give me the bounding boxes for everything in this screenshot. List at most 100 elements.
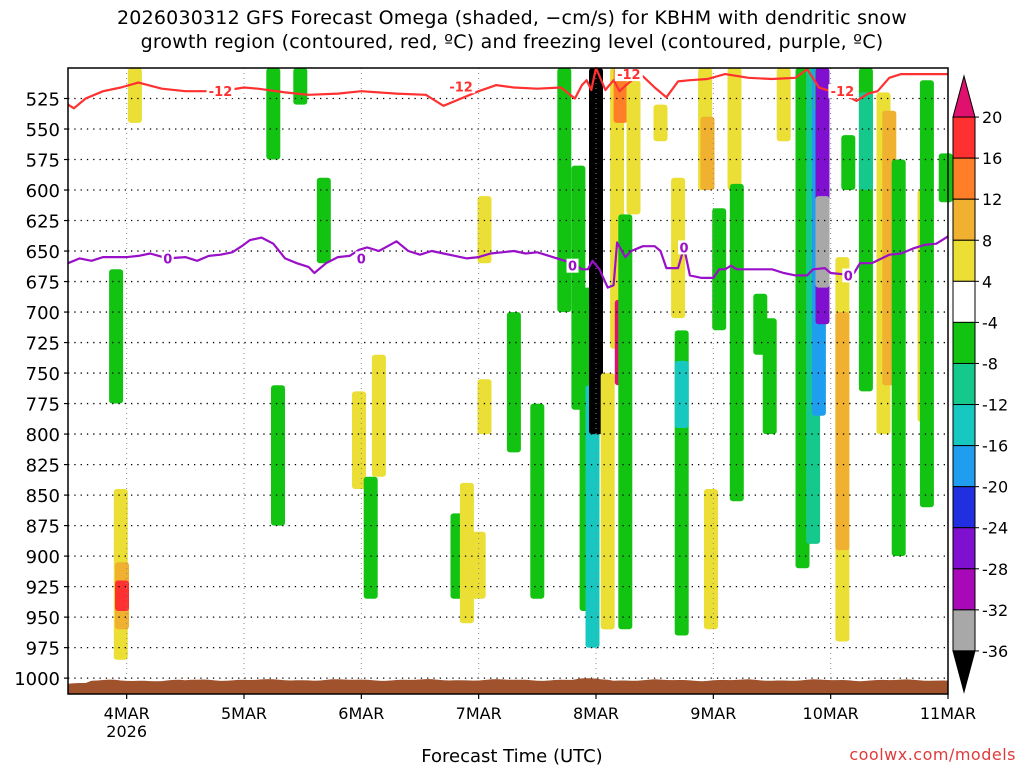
colorbar-label-3: 8 [982,231,992,250]
omega-cell-28 [618,214,633,630]
chart-title-line-1: 2026030312 GFS Forecast Omega (shaded, −… [117,7,907,29]
contour-label-7: 0 [679,241,688,256]
colorbar-label-13: -36 [982,642,1008,661]
y-tick-label-600: 600 [26,181,60,202]
contour-label-3: -12 [831,85,855,100]
surface-layer [68,678,948,694]
colorbar-swatch-10 [952,486,976,529]
colorbar-swatch-4 [952,239,976,282]
plot-frame [67,67,949,695]
omega-cell-38 [727,68,742,190]
omega-cell-59 [938,153,953,203]
colorbar-label-0: 20 [982,108,1002,127]
credit-link[interactable]: coolwx.com/models [849,745,1016,764]
omega-cell-36 [704,489,718,630]
contour-label-2: -12 [617,68,641,83]
omega-cell-33 [674,360,689,428]
colorbar-label-7: -12 [982,396,1008,415]
x-axis-label: Forecast Time (UTC) [421,746,603,767]
contour-line-0 [67,66,948,110]
colorbar-label-6: -8 [982,354,998,373]
x-tick-label-9MAR: 9MAR [690,704,736,723]
y-tick-label-550: 550 [26,120,60,141]
colorbar-swatch-6 [952,321,976,364]
contour-label-bg-1 [447,79,476,94]
colorbar-swatch-9 [952,445,976,488]
colorbar: 20 16 12 8 4 -4 -8 -12 -16 -20 -24 -28 -32 -36 [952,74,1008,694]
x-tick-label-4MAR: 4MAR [104,704,150,723]
omega-cell-14 [471,531,486,599]
x-tick-sublabel-4MAR: 2026 [106,722,147,741]
colorbar-label-9: -20 [982,478,1008,497]
omega-cell-35 [700,116,715,190]
contour-label-1: -12 [449,80,473,95]
colorbar-swatch-12 [952,568,976,611]
y-tick-label-900: 900 [26,547,60,568]
y-tick-label-850: 850 [26,486,60,507]
omega-cell-16 [477,379,492,435]
y-tick-label-875: 875 [26,517,60,538]
omega-cell-48 [815,196,830,288]
chart-title: 2026030312 GFS Forecast Omega (shaded, −… [0,6,1024,54]
omega-cell-15 [477,196,492,264]
x-tick-label-11MAR: 11MAR [920,704,976,723]
y-tick-label-1000: 1000 [14,669,60,690]
omega-cell-18 [530,403,545,599]
omega-cell-43 [795,68,810,569]
y-tick-label-925: 925 [26,578,60,599]
colorbar-swatch-1 [952,116,976,159]
colorbar-swatch-11 [952,527,976,570]
surface-terrain [68,678,948,694]
omega-cell-5 [266,68,281,160]
x-tick-label-10MAR: 10MAR [803,704,859,723]
colorbar-label-2: 12 [982,190,1002,209]
colorbar-label-5: -4 [982,313,998,332]
colorbar-swatch-8 [952,404,976,447]
omega-shading-layer [109,68,953,660]
omega-cell-4 [127,68,142,123]
colorbar-label-1: 16 [982,149,1002,168]
y-tick-label-775: 775 [26,395,60,416]
omega-cell-30 [653,104,668,142]
colorbar-label-10: -24 [982,519,1008,538]
colorbar-swatch-3 [952,198,976,241]
contour-label-bg-4 [161,251,174,266]
omega-cell-11 [371,354,386,477]
omega-cell-17 [506,312,521,453]
y-tick-label-975: 975 [26,639,60,660]
contour-label-8: 0 [844,269,853,284]
y-tick-label-575: 575 [26,151,60,172]
omega-cell-50 [835,312,850,551]
omega-cell-29 [626,80,641,215]
omega-cell-22 [585,385,600,648]
y-tick-label-625: 625 [26,212,60,233]
contour-label-bg-0 [206,84,235,99]
omega-cell-0 [109,269,124,404]
omega-cell-42 [776,68,791,142]
contour-label-bg-7 [678,240,690,255]
colorbar-swatch-2 [952,157,976,200]
colorbar-label-11: -28 [982,560,1008,579]
omega-cell-3 [115,580,129,611]
contour-label-5: 0 [357,252,366,267]
omega-cell-41 [762,318,777,435]
colorbar-label-8: -16 [982,437,1008,456]
omega-cell-56 [891,159,906,557]
colorbar-swatch-7 [952,362,976,406]
y-tick-label-700: 700 [26,303,60,324]
colorbar-label-4: 4 [982,272,992,291]
y-tick-label-525: 525 [26,90,60,111]
y-tick-label-750: 750 [26,364,60,385]
contour-label-bg-3 [828,84,857,99]
contour-label-6: 0 [568,260,577,275]
omega-cell-6 [271,385,285,526]
omega-cell-10 [363,476,378,599]
contour-label-0: -12 [209,85,233,100]
omega-cell-9 [352,391,366,489]
contour-label-bg-8 [842,268,855,283]
x-tick-label-8MAR: 8MAR [573,704,619,723]
contour-line-1 [67,235,949,289]
contour-layer: -12 -12 -12 -12 0 0 0 0 0 [67,66,949,289]
omega-cell-58 [919,80,934,508]
colorbar-label-12: -32 [982,601,1008,620]
